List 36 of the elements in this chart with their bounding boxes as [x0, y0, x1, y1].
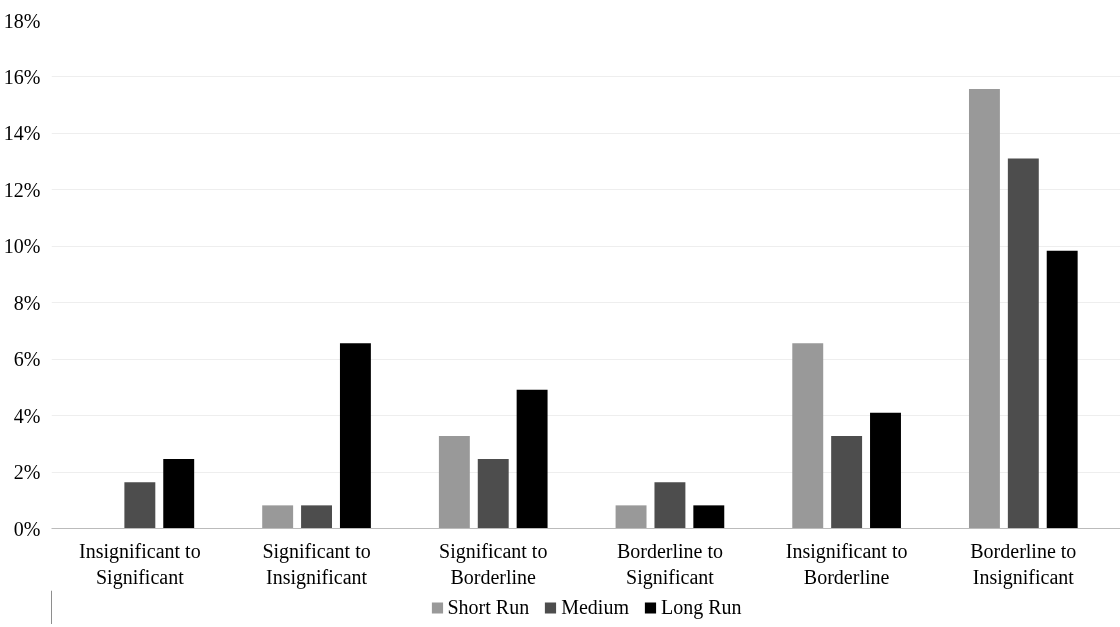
bar — [654, 482, 686, 529]
bar — [124, 482, 156, 529]
bar — [301, 505, 332, 529]
y-tick-label: 16% — [3, 65, 41, 88]
x-tick-label: Borderline to Significant — [616, 539, 723, 589]
x-tick-label: Borderline to Insignificant — [970, 539, 1077, 589]
bar — [262, 505, 294, 529]
y-tick-label: 4% — [13, 404, 41, 427]
y-tick-label: 8% — [13, 291, 41, 314]
legend-label: Long Run — [660, 595, 742, 619]
bar — [615, 505, 647, 529]
bar — [693, 505, 725, 529]
x-tick-label: Significant to Borderline — [439, 539, 548, 588]
x-tick-label: Insignificant to Borderline — [785, 539, 908, 588]
y-tick-label: 12% — [3, 178, 41, 201]
y-tick-label: 14% — [3, 122, 41, 145]
bar — [1007, 158, 1039, 529]
bar — [1046, 250, 1078, 529]
bar — [831, 435, 863, 529]
bar — [968, 89, 1000, 529]
legend-label: Short Run — [447, 595, 530, 619]
y-tick-label: 10% — [3, 235, 41, 258]
bar — [870, 412, 901, 529]
y-tick-label: 18% — [3, 9, 41, 32]
y-tick-label: 6% — [13, 348, 41, 371]
legend-label: Medium — [561, 595, 629, 619]
bar — [163, 459, 195, 529]
bar — [477, 459, 509, 529]
x-tick-label: Insignificant to Significant — [79, 539, 201, 589]
y-tick-label: 0% — [13, 517, 41, 540]
x-tick-label: Significant to Insignificant — [262, 539, 371, 589]
bar — [339, 343, 371, 529]
bar — [438, 435, 470, 529]
bar — [516, 389, 548, 529]
y-tick-label: 2% — [13, 461, 41, 484]
bar — [792, 343, 824, 529]
